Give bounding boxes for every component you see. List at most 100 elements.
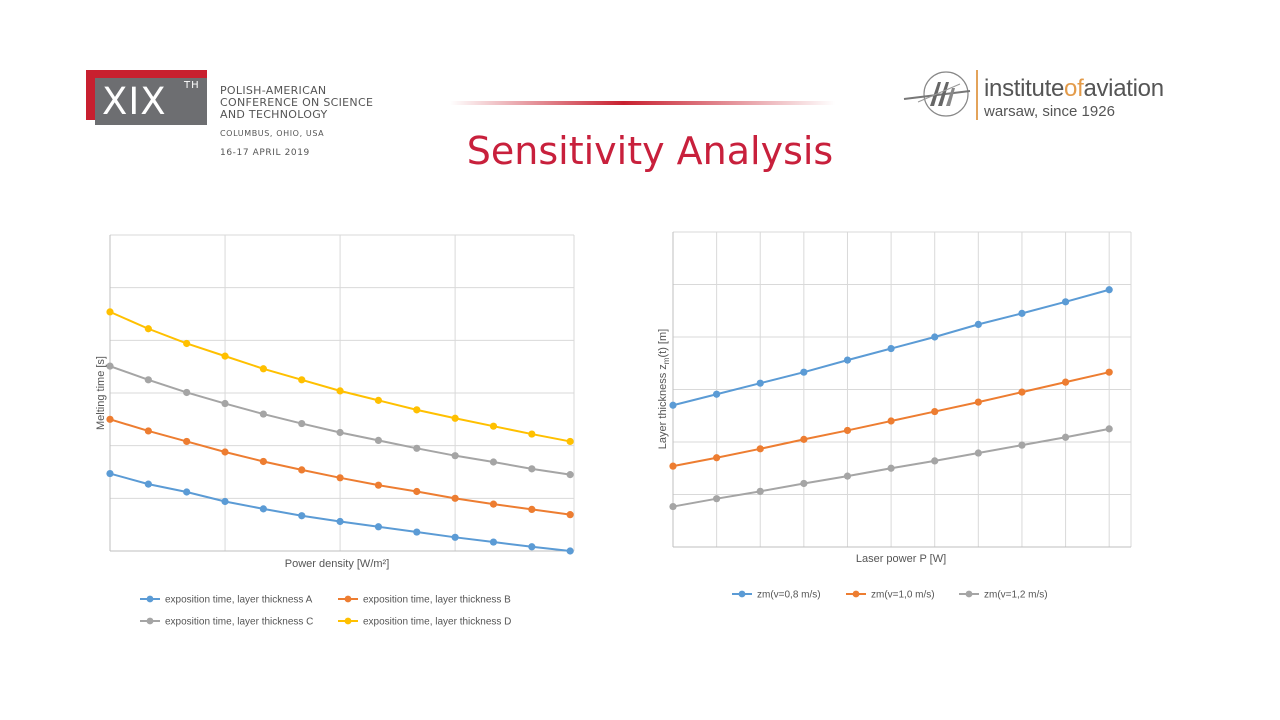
c2-data-point — [843, 426, 852, 435]
c1-data-point — [413, 528, 421, 536]
conference-dates: 16-17 APRIL 2019 — [220, 148, 310, 158]
chart2-series — [669, 286, 1113, 511]
chart1-grid — [109, 234, 575, 552]
conference-numeral: XIX — [102, 80, 167, 123]
c1-data-point — [336, 387, 344, 395]
c2-data-point — [887, 417, 895, 425]
c1-data-point — [451, 494, 459, 502]
institute-logo: instituteofaviation warsaw, since 1926 — [900, 66, 1200, 124]
c1-data-point — [451, 452, 459, 460]
c2-data-point — [1105, 368, 1113, 376]
c1-data-point — [528, 465, 536, 473]
c2-data-point — [756, 445, 764, 453]
c1-data-point — [336, 474, 344, 482]
c1-data-point — [221, 497, 229, 506]
title-divider — [450, 101, 835, 105]
c1-data-point — [566, 547, 574, 555]
aircraft-emblem-icon — [903, 71, 971, 117]
conference-name-line1: POLISH-AMERICAN — [220, 84, 327, 97]
chart1-y-axis-label: Melting time [s] — [95, 356, 107, 430]
c1-data-point — [451, 533, 459, 541]
c2-data-point — [669, 462, 677, 470]
chart1-legend: exposition time, layer thickness A exposi… — [140, 595, 511, 628]
c2-data-point — [931, 457, 939, 465]
c2-data-point — [800, 368, 808, 376]
c1-data-point — [374, 481, 383, 489]
c1-data-point — [413, 444, 421, 452]
c1-data-point — [566, 511, 574, 519]
c1-data-point — [298, 512, 306, 520]
c1-legend-swatch-marker — [344, 595, 352, 603]
conference-logo: XIX TH POLISH-AMERICAN CONFERENCE ON SCI… — [86, 70, 416, 160]
c2-legend-zm-v-0-8-m-s: zm(v=0,8 m/s) — [757, 590, 821, 601]
c1-legend-swatch-marker — [146, 617, 154, 625]
c2-data-point — [843, 356, 852, 364]
c2-legend-swatch-marker — [965, 590, 973, 598]
c2-data-point — [713, 495, 721, 503]
c2-data-point — [887, 344, 895, 353]
c1-data-point — [106, 308, 114, 316]
layer-thickness-chart: Laser power P [W] Layer thickness zm(t) … — [657, 231, 1132, 601]
c1-data-point — [144, 376, 152, 384]
c1-data-point — [183, 339, 191, 348]
c1-legend-exposition-time-layer-thickness-a: exposition time, layer thickness A — [165, 595, 313, 606]
c2-data-point — [756, 487, 764, 495]
c1-data-point — [489, 500, 498, 508]
c1-data-point — [374, 436, 383, 444]
c2-data-point — [1105, 286, 1113, 294]
c1-data-point — [298, 466, 306, 474]
c1-legend-exposition-time-layer-thickness-d: exposition time, layer thickness D — [363, 617, 511, 628]
c1-legend-swatch-marker — [344, 617, 352, 625]
c1-legend-exposition-time-layer-thickness-c: exposition time, layer thickness C — [165, 617, 313, 628]
c2-data-point — [974, 320, 982, 328]
c2-data-point — [1018, 309, 1026, 317]
c1-data-point — [144, 427, 152, 435]
c2-data-point — [713, 454, 721, 462]
c2-data-point — [669, 401, 677, 409]
c2-data-point — [931, 333, 939, 341]
conference-numeral-suffix: TH — [184, 80, 200, 91]
chart2-y-axis-label: Layer thickness zm(t) [m] — [657, 329, 671, 449]
c2-data-point — [800, 435, 808, 443]
c1-data-point — [413, 487, 421, 496]
logo-grey-box — [95, 78, 207, 125]
c1-data-point — [221, 448, 229, 456]
c2-legend-swatch-marker — [852, 590, 860, 598]
c2-data-point — [756, 379, 764, 387]
c2-data-point — [1061, 378, 1070, 386]
c1-data-point — [259, 365, 267, 373]
conference-location: COLUMBUS, OHIO, USA — [220, 129, 325, 138]
c1-data-point — [183, 488, 191, 496]
c1-data-point — [489, 458, 498, 466]
c1-data-point — [106, 362, 114, 370]
c2-data-point — [843, 472, 852, 480]
c1-data-point — [106, 469, 114, 478]
chart2-legend: zm(v=0,8 m/s) zm(v=1,0 m/s) zm(v=1,2 m/s) — [732, 590, 1048, 601]
c1-data-point — [183, 437, 191, 446]
c1-data-point — [489, 422, 498, 430]
c1-data-point — [259, 505, 267, 513]
c1-data-point — [374, 396, 383, 404]
c2-data-point — [974, 449, 982, 457]
chart1-series — [106, 308, 574, 555]
c2-data-point — [1061, 433, 1070, 441]
c1-data-point — [298, 419, 306, 428]
c1-data-point — [221, 399, 229, 408]
conference-name-line3: AND TECHNOLOGY — [220, 108, 328, 121]
c2-data-point — [1061, 298, 1070, 306]
c2-data-point — [1105, 425, 1113, 433]
c1-data-point — [528, 430, 536, 438]
c1-data-point — [298, 376, 306, 384]
c1-data-point — [336, 517, 344, 526]
chart2-x-axis-label: Laser power P [W] — [856, 553, 946, 565]
c2-data-point — [887, 464, 895, 472]
c2-data-point — [974, 398, 982, 406]
slide-title: Sensitivity Analysis — [466, 129, 834, 173]
c1-data-point — [336, 428, 344, 437]
c1-data-point — [106, 415, 114, 423]
conference-name-line2: CONFERENCE ON SCIENCE — [220, 96, 374, 109]
chart1-x-axis-label: Power density [W/m²] — [285, 558, 390, 570]
logo-divider — [976, 70, 978, 120]
c1-data-point — [489, 538, 498, 546]
c1-data-point — [413, 406, 421, 414]
